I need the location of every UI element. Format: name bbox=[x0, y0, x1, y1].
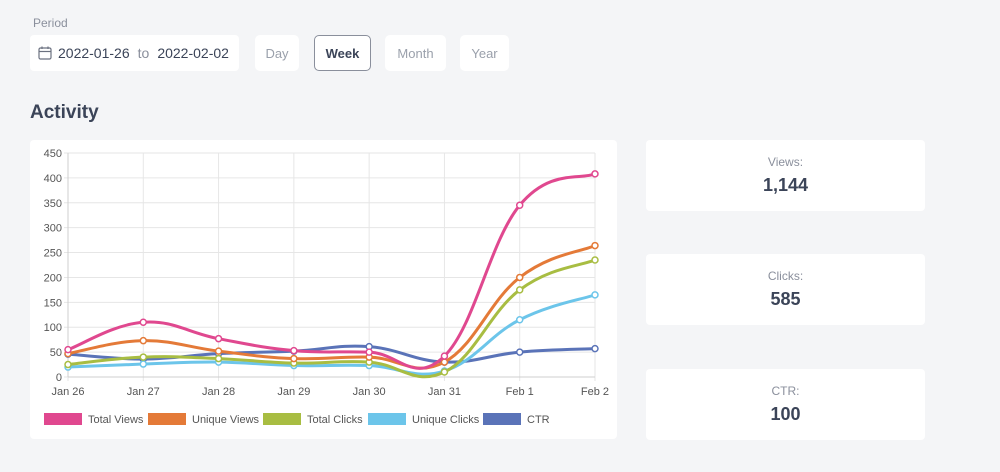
y-tick-label: 250 bbox=[44, 248, 62, 260]
data-point-ctr bbox=[515, 348, 524, 356]
data-point-unique-views bbox=[290, 354, 298, 363]
series-line-total-views bbox=[67, 172, 596, 370]
y-tick-label: 300 bbox=[44, 223, 62, 235]
ctr-stat-value: 100 bbox=[770, 404, 801, 424]
x-tick-label: Jan 27 bbox=[127, 386, 160, 398]
period-day-button[interactable]: Day bbox=[255, 35, 299, 71]
legend-swatch-unique-clicks bbox=[368, 413, 406, 425]
data-point-total-views bbox=[591, 170, 599, 178]
legend-swatch-ctr bbox=[483, 413, 521, 425]
clicks-stat-value: 585 bbox=[770, 289, 801, 309]
data-point-total-clicks bbox=[64, 360, 72, 369]
legend-swatch-unique-views bbox=[148, 413, 186, 425]
views-stat-label: Views: bbox=[767, 155, 804, 169]
x-tick-label: Feb 1 bbox=[506, 386, 534, 398]
data-point-total-views bbox=[440, 352, 449, 360]
data-point-total-clicks bbox=[591, 256, 599, 264]
ctr-stat-label: CTR: bbox=[771, 384, 800, 398]
data-point-total-clicks bbox=[440, 368, 449, 376]
activity-line-chart: 0 50 100 150 200 250 300 350 400 450 Jan 26 Jan 27 J… bbox=[44, 148, 609, 426]
data-point-total-views bbox=[515, 201, 524, 210]
legend-label-total-clicks: Total Clicks bbox=[307, 414, 363, 426]
activity-title: Activity bbox=[30, 102, 99, 123]
data-point-total-views bbox=[64, 345, 72, 354]
legend-swatch-total-clicks bbox=[263, 413, 301, 425]
data-point-ctr bbox=[591, 344, 599, 353]
data-point-total-views bbox=[139, 318, 148, 326]
date-from: 2022-01-26 bbox=[58, 45, 130, 61]
data-point-total-views bbox=[214, 334, 223, 343]
x-tick-label: Jan 28 bbox=[202, 386, 235, 398]
data-point-unique-views bbox=[515, 273, 524, 282]
x-tick-label: Jan 30 bbox=[353, 386, 386, 398]
y-tick-label: 50 bbox=[50, 347, 62, 359]
legend-label-ctr: CTR bbox=[527, 414, 550, 426]
data-point-unique-clicks bbox=[139, 360, 148, 368]
y-tick-label: 400 bbox=[44, 173, 62, 185]
views-stat-card: Views: 1,144 bbox=[646, 140, 925, 211]
period-year-button[interactable]: Year bbox=[460, 35, 509, 71]
y-tick-label: 350 bbox=[44, 198, 62, 210]
data-point-total-clicks bbox=[214, 354, 223, 363]
data-point-unique-views bbox=[591, 241, 599, 250]
legend-label-total-views: Total Views bbox=[88, 414, 144, 426]
series-line-unique-clicks bbox=[67, 293, 596, 376]
ctr-stat-card: CTR: 100 bbox=[646, 369, 925, 440]
legend-swatch-total-views bbox=[44, 413, 82, 425]
x-tick-label: Jan 29 bbox=[277, 386, 310, 398]
date-range-picker[interactable]: 2022-01-26 to 2022-02-02 bbox=[30, 35, 239, 71]
activity-chart-card: 0 50 100 150 200 250 300 350 400 450 Jan 26 Jan 27 J… bbox=[30, 140, 617, 439]
data-point-unique-clicks bbox=[591, 291, 599, 299]
series-line-ctr bbox=[67, 344, 596, 364]
data-point-total-clicks bbox=[139, 353, 148, 361]
date-to: 2022-02-02 bbox=[157, 45, 229, 61]
data-point-total-clicks bbox=[515, 286, 524, 294]
data-point-unique-clicks bbox=[515, 316, 524, 324]
data-point-unique-views bbox=[139, 336, 148, 345]
y-tick-label: 100 bbox=[44, 322, 62, 334]
y-tick-label: 0 bbox=[56, 372, 62, 384]
period-label: Period bbox=[33, 16, 68, 30]
x-tick-label: Feb 2 bbox=[581, 386, 609, 398]
clicks-stat-card: Clicks: 585 bbox=[646, 254, 925, 325]
legend-label-unique-views: Unique Views bbox=[192, 414, 260, 426]
data-point-total-views bbox=[290, 346, 298, 355]
y-tick-label: 450 bbox=[44, 148, 62, 160]
y-tick-label: 200 bbox=[44, 272, 62, 284]
period-month-button[interactable]: Month bbox=[385, 35, 446, 71]
date-to-label: to bbox=[137, 45, 150, 61]
series-line-unique-views bbox=[67, 244, 596, 370]
legend-label-unique-clicks: Unique Clicks bbox=[412, 414, 480, 426]
clicks-stat-label: Clicks: bbox=[767, 269, 804, 283]
x-tick-label: Jan 31 bbox=[428, 386, 461, 398]
y-tick-label: 150 bbox=[44, 297, 62, 309]
x-tick-label: Jan 26 bbox=[51, 386, 84, 398]
calendar-icon bbox=[38, 46, 52, 60]
series-line-total-clicks bbox=[67, 258, 596, 379]
data-point-unique-views bbox=[214, 347, 223, 355]
views-stat-value: 1,144 bbox=[762, 175, 809, 195]
period-week-button[interactable]: Week bbox=[314, 35, 371, 71]
data-point-total-views bbox=[365, 348, 373, 356]
